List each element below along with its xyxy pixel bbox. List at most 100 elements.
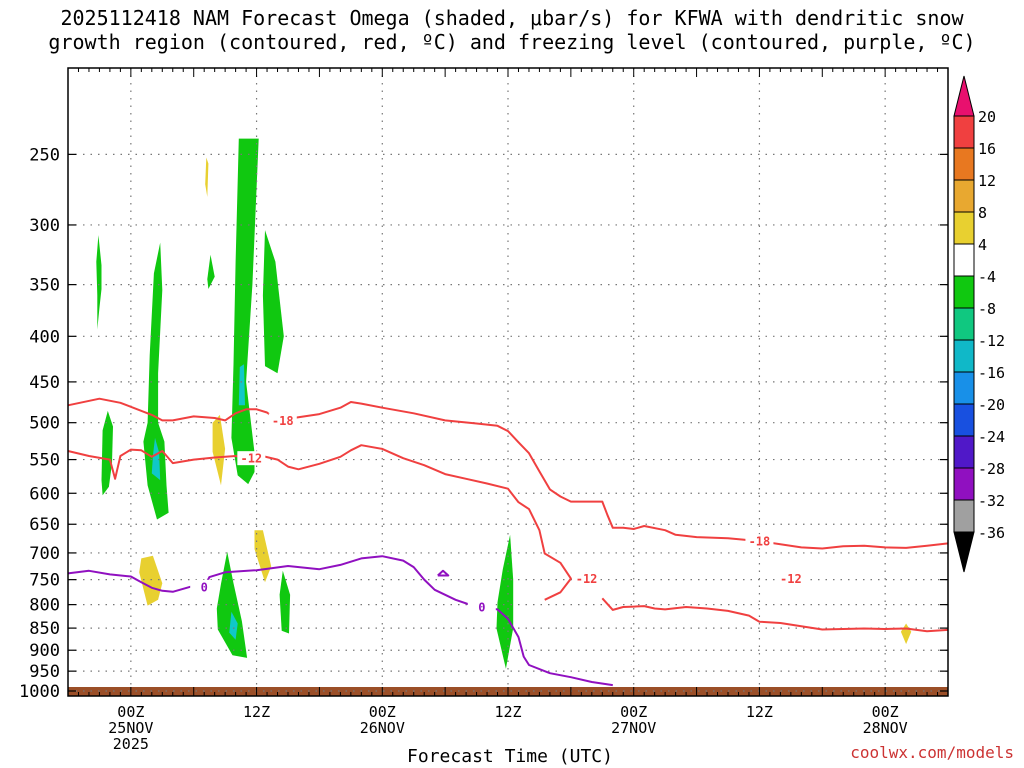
colorbar-box [953,371,975,405]
colorbar-label: 4 [978,236,987,254]
colorbar-box [953,115,975,149]
y-tick-label: 350 [29,276,60,296]
x-tick-label: 00Z [620,703,647,721]
y-tick-label: 250 [29,145,60,165]
omega-region [216,551,248,658]
y-tick-label: 700 [29,544,60,564]
contour-label-bg [572,571,601,586]
colorbar: 20 16 12 8 4 -4 -8 -12 -16 -20 -24 -28 -32 -36 [953,75,1005,573]
colorbar-cap-bottom [953,531,975,573]
colorbar-box [953,339,975,373]
colorbar-label: -28 [978,460,1005,478]
x-tick-label: 25NOV [108,719,153,737]
contour-label-bg [776,571,805,586]
contour-label: 0 [201,580,208,594]
colorbar-box [953,435,975,469]
x-tick-label: 12Z [243,703,270,721]
title-line-2: growth region (contoured, red, ºC) and f… [48,30,976,54]
x-tick-label: 26NOV [360,719,405,737]
contour-line [67,555,613,687]
y-tick-label: 950 [29,662,60,682]
x-tick-label: 00Z [117,703,144,721]
omega-region [238,364,245,406]
contour-label: -12 [780,572,802,586]
contour-label-bg [467,600,496,615]
colorbar-box [953,179,975,213]
contour-label: -12 [576,572,598,586]
y-tick-label: 500 [29,414,60,434]
colorbar-label: 12 [978,172,996,190]
colorbar-label: -12 [978,332,1005,350]
contour-line [437,569,450,577]
contour-label: -18 [272,414,294,428]
omega-region [139,555,163,606]
colorbar-label: 8 [978,204,987,222]
grid-lines [68,68,948,696]
y-tick-label: 750 [29,571,60,591]
colorbar-label: -36 [978,524,1005,542]
x-tick-label: 28NOV [863,719,908,737]
colorbar-cap-top [953,75,975,117]
y-axis: 2503003504004505005506006507007508008509… [19,145,948,702]
y-tick-label: 450 [29,373,60,393]
omega-region [207,254,215,289]
omega-region [101,410,113,496]
omega-region [143,242,169,520]
colorbar-label: -16 [978,364,1005,382]
omega-shading [96,138,912,669]
y-tick-label: 400 [29,327,60,347]
omega-region [96,235,102,330]
omega-region [205,157,209,197]
colorbar-box [953,403,975,437]
contour-label-bg [745,534,774,549]
colorbar-box [953,307,975,341]
contour-line [67,444,572,601]
contour-label: -12 [240,452,262,466]
colorbar-label: -20 [978,396,1005,414]
colorbar-label: -32 [978,492,1005,510]
x-tick-label: 12Z [494,703,521,721]
x-tick-label: 2025 [113,735,149,753]
colorbar-box [953,499,975,533]
colorbar-label: -24 [978,428,1005,446]
omega-region [262,230,284,374]
x-axis-title: Forecast Time (UTC) [407,746,613,767]
colorbar-label: 20 [978,108,996,126]
y-tick-label: 300 [29,216,60,236]
omega-region [496,534,514,669]
omega-region [229,611,238,640]
y-tick-label: 650 [29,515,60,535]
y-tick-label: 600 [29,484,60,504]
colorbar-box [953,147,975,181]
colorbar-label: -4 [978,268,996,286]
contour-line [601,597,949,633]
x-tick-label: 00Z [872,703,899,721]
page-title: 2025112418 NAM Forecast Omega (shaded, μ… [0,6,1024,54]
omega-region [900,623,912,645]
y-tick-label: 900 [29,641,60,661]
y-tick-label: 1000 [19,682,60,702]
x-tick-label: 00Z [369,703,396,721]
colorbar-box [953,243,975,277]
contour-label-bg [237,451,266,466]
contour-label: -18 [749,535,771,549]
omega-region [212,414,226,486]
y-tick-label: 850 [29,619,60,639]
colorbar-box [953,211,975,245]
omega-region [231,138,259,485]
colorbar-box [953,275,975,309]
y-tick-label: 800 [29,596,60,616]
contour-label-bg [268,413,297,428]
contour-label-bg [190,579,219,594]
site-credit[interactable]: coolwx.com/models [850,743,1014,762]
x-tick-label: 27NOV [611,719,656,737]
omega-region [151,437,161,481]
colorbar-label: -8 [978,300,996,318]
omega-region [279,570,291,634]
y-tick-label: 550 [29,451,60,471]
colorbar-label: 16 [978,140,996,158]
contours: -18 -18 -12 -12 -12 0 0 [67,397,949,687]
title-line-1: 2025112418 NAM Forecast Omega (shaded, μ… [60,6,964,30]
